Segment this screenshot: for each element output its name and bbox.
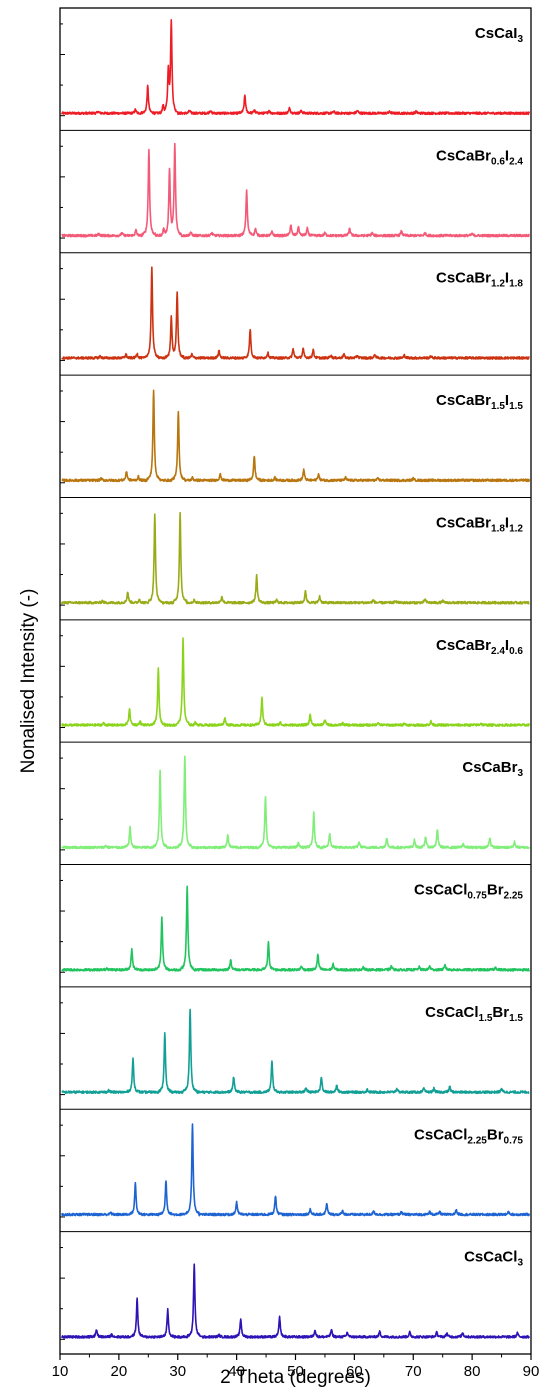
label-text: CsCaBr <box>436 514 491 531</box>
label-text: CsCaCl <box>425 1004 478 1021</box>
panel-11: CsCaCl3 <box>60 1247 530 1340</box>
label-text: CsCaBr <box>462 759 517 776</box>
panel-5: CsCaBr1.8I1.2 <box>60 511 531 621</box>
label-subscript: 0.75 <box>467 891 487 902</box>
label-subscript: 0.6 <box>509 646 523 657</box>
diffraction-pattern-line <box>61 389 531 483</box>
panel-8: CsCaCl0.75Br2.25 <box>60 879 531 988</box>
x-axis: 10 20 30 40 50 60 70 80 90 <box>52 1354 540 1380</box>
label-subscript: 1.8 <box>491 523 505 534</box>
diffraction-pattern-line <box>61 885 530 972</box>
x-tick-label: 10 <box>52 1363 69 1380</box>
panel-9: CsCaCl1.5Br1.5 <box>60 1002 531 1110</box>
x-axis-title: 2 Theta (degrees) <box>220 1367 371 1388</box>
label-text: I <box>505 147 509 164</box>
label-subscript: 3 <box>517 768 523 779</box>
plot-frame <box>59 7 532 1355</box>
panel-label: CsCaBr1.2I1.8 <box>436 270 523 290</box>
label-text: CsCaCl <box>414 1126 467 1143</box>
label-subscript: 2.4 <box>509 156 523 167</box>
label-text: I <box>505 270 509 287</box>
label-text: Br <box>487 1126 504 1143</box>
diffraction-pattern-line <box>61 142 530 238</box>
panel-label: CsCaCl2.25Br0.75 <box>414 1126 523 1146</box>
plot-border <box>59 7 532 1355</box>
x-tick-label: 70 <box>405 1363 422 1380</box>
diffraction-pattern-line <box>61 1263 530 1339</box>
panel-4: CsCaBr1.5I1.5 <box>60 389 531 498</box>
x-tick-label: 30 <box>169 1363 186 1380</box>
label-subscript: 1.5 <box>479 1013 493 1024</box>
y-axis-title: Nonalised Intensity (-) <box>18 589 39 774</box>
label-text: CsCaI <box>475 25 518 42</box>
diffraction-pattern-line <box>60 1123 531 1217</box>
label-subscript: 2.4 <box>491 646 505 657</box>
x-tick-label: 80 <box>464 1363 481 1380</box>
label-subscript: 2.25 <box>504 891 524 902</box>
panel-2: CsCaBr0.6I2.4 <box>60 142 531 254</box>
panels: CsCaI3CsCaBr0.6I2.4CsCaBr1.2I1.8CsCaBr1.… <box>60 18 531 1340</box>
label-text: CsCaBr <box>436 270 491 287</box>
panel-label: CsCaBr1.5I1.5 <box>436 392 523 412</box>
label-subscript: 0.6 <box>491 156 505 167</box>
label-subscript: 1.5 <box>509 1013 523 1024</box>
label-subscript: 0.75 <box>504 1135 524 1146</box>
label-text: Br <box>492 1004 509 1021</box>
label-text: I <box>505 637 509 654</box>
diffraction-pattern-line <box>61 755 530 850</box>
label-text: I <box>505 392 509 409</box>
x-tick-label: 50 <box>287 1363 304 1380</box>
panel-label: CsCaBr1.8I1.2 <box>436 514 523 534</box>
panel-7: CsCaBr3 <box>60 755 531 866</box>
label-subscript: 1.2 <box>509 523 523 534</box>
diffraction-pattern-line <box>61 1008 530 1095</box>
label-text: CsCaBr <box>436 392 491 409</box>
label-subscript: 3 <box>517 1258 523 1269</box>
label-text: CsCaCl <box>414 882 467 899</box>
label-subscript: 3 <box>517 34 523 45</box>
panel-6: CsCaBr2.4I0.6 <box>60 635 531 743</box>
panel-label: CsCaCl3 <box>464 1249 523 1269</box>
label-text: I <box>505 514 509 531</box>
x-tick-label: 60 <box>346 1363 363 1380</box>
label-subscript: 2.25 <box>467 1135 487 1146</box>
panel-label: CsCaBr0.6I2.4 <box>436 147 523 167</box>
diffraction-pattern-line <box>61 266 530 360</box>
panel-label: CsCaBr3 <box>462 759 523 779</box>
label-subscript: 1.5 <box>509 401 523 412</box>
label-subscript: 1.8 <box>509 279 523 290</box>
diffraction-pattern-line <box>61 18 531 116</box>
label-text: Br <box>487 882 504 899</box>
x-tick-label: 40 <box>228 1363 245 1380</box>
panel-label: CsCaCl1.5Br1.5 <box>425 1004 523 1024</box>
panel-label: CsCaBr2.4I0.6 <box>436 637 523 657</box>
label-text: CsCaBr <box>436 147 491 164</box>
diffraction-pattern-line <box>60 511 530 605</box>
panel-3: CsCaBr1.2I1.8 <box>60 266 531 376</box>
diffraction-pattern-line <box>61 637 531 727</box>
label-subscript: 1.2 <box>491 279 505 290</box>
panel-10: CsCaCl2.25Br0.75 <box>60 1123 531 1233</box>
label-text: CsCaCl <box>464 1249 517 1266</box>
label-subscript: 1.5 <box>491 401 505 412</box>
panel-1: CsCaI3 <box>60 18 531 131</box>
panel-label: CsCaCl0.75Br2.25 <box>414 882 523 902</box>
x-tick-label: 90 <box>523 1363 540 1380</box>
label-text: CsCaBr <box>436 637 491 654</box>
panel-label: CsCaI3 <box>475 25 524 45</box>
x-tick-label: 20 <box>111 1363 128 1380</box>
